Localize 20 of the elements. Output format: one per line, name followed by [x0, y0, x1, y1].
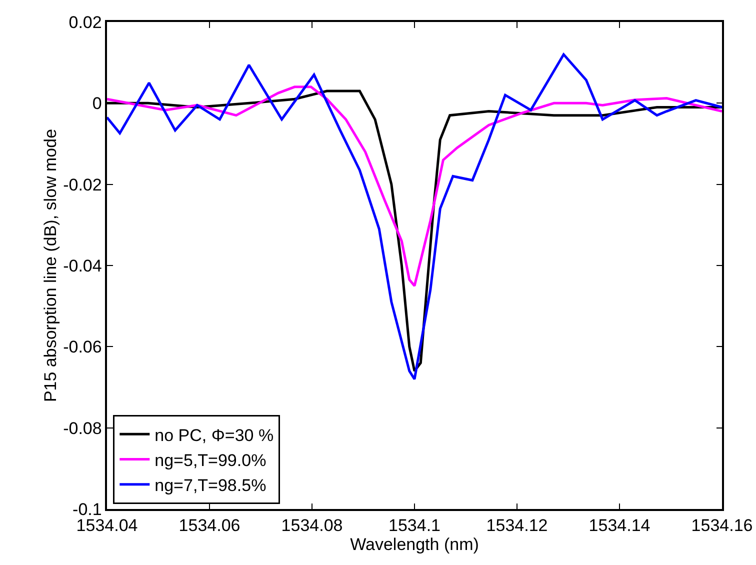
x-tick-label: 1534.12 — [486, 516, 548, 536]
y-tick-label: -0.08 — [63, 418, 102, 438]
x-axis-title: Wavelength (nm) — [350, 535, 479, 554]
y-tick-label: -0.04 — [63, 256, 102, 276]
y-tick-label: 0.02 — [68, 12, 102, 32]
x-tick-label: 1534.08 — [281, 516, 343, 536]
line-series — [107, 86, 722, 288]
y-tick-label: -0.1 — [72, 500, 102, 519]
y-axis-title: P15 absorption line (dB), slow mode — [41, 128, 60, 402]
y-tick-label: 0 — [92, 94, 102, 114]
x-tick-label: 1534.16 — [691, 516, 753, 536]
x-tick-label: 1534.04 — [76, 516, 138, 536]
y-tick-label: -0.02 — [63, 175, 102, 194]
y-tick-label: -0.06 — [63, 338, 102, 357]
x-tick-label: 1534.1 — [388, 516, 440, 536]
legend-label: ng=5,T=99.0% — [154, 450, 266, 470]
x-tick-label: 1534.06 — [178, 516, 240, 536]
legend-label: no PC, Φ=30 % — [154, 426, 274, 445]
x-tick-label: 1534.14 — [588, 516, 650, 536]
legend-label: ng=7,T=98.5% — [154, 476, 266, 496]
